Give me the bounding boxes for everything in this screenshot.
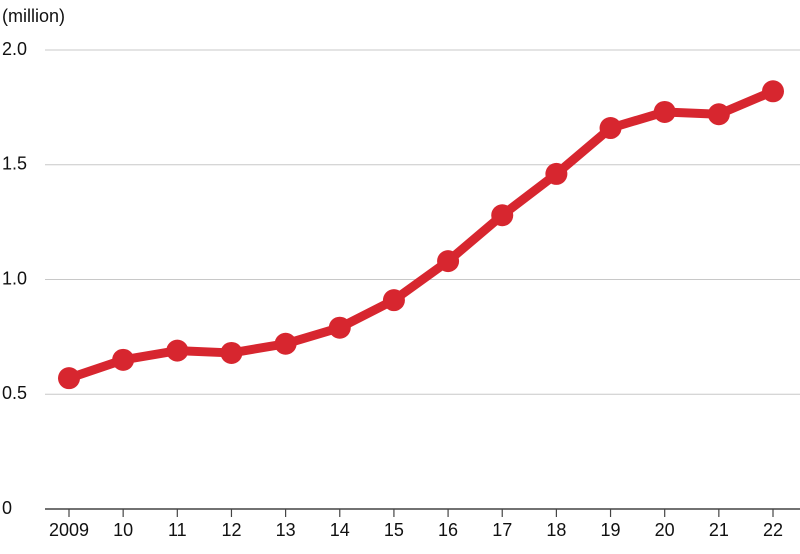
x-tick-label: 11 bbox=[168, 520, 187, 540]
x-tick-label: 13 bbox=[276, 520, 296, 540]
x-tick-label: 16 bbox=[438, 520, 458, 540]
x-tick-label: 21 bbox=[709, 520, 729, 540]
unit-label: (million) bbox=[2, 6, 65, 26]
y-tick-label: 1.0 bbox=[2, 268, 27, 288]
data-point bbox=[328, 316, 351, 339]
data-point bbox=[274, 332, 297, 355]
y-tick-label: 0.5 bbox=[2, 383, 27, 403]
data-point bbox=[220, 341, 243, 364]
data-point bbox=[58, 367, 80, 390]
x-tick-label: 18 bbox=[546, 520, 566, 540]
x-tick-label: 15 bbox=[384, 520, 404, 540]
y-tick-label: 1.5 bbox=[2, 154, 27, 174]
x-tick-label: 19 bbox=[601, 520, 621, 540]
x-tick-label: 17 bbox=[492, 520, 512, 540]
data-point bbox=[112, 348, 135, 371]
data-point bbox=[707, 103, 730, 126]
data-point bbox=[382, 289, 405, 312]
data-point bbox=[545, 162, 568, 185]
x-tick-label: 14 bbox=[330, 520, 350, 540]
data-point bbox=[762, 80, 784, 103]
data-point bbox=[653, 100, 676, 123]
data-point bbox=[166, 339, 189, 362]
x-tick-label: 10 bbox=[113, 520, 133, 540]
x-tick-label: 20 bbox=[655, 520, 675, 540]
x-tick-label: 12 bbox=[221, 520, 241, 540]
x-tick-label: 22 bbox=[763, 520, 783, 540]
y-tick-label: 0 bbox=[2, 498, 12, 518]
data-line bbox=[67, 87, 775, 383]
data-point bbox=[491, 204, 514, 227]
data-point bbox=[437, 250, 460, 273]
data-point bbox=[599, 117, 622, 140]
x-tick-label: 2009 bbox=[49, 520, 89, 540]
y-tick-label: 2.0 bbox=[2, 39, 27, 59]
